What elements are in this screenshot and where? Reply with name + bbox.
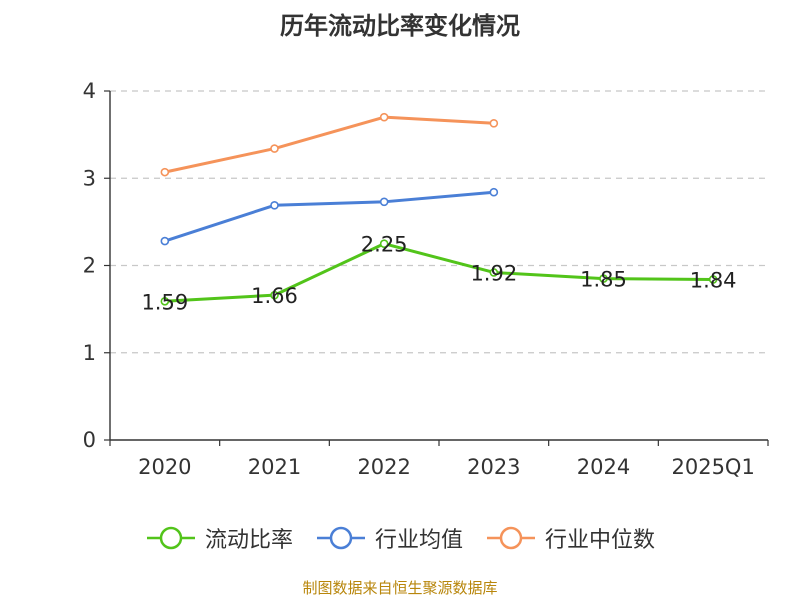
series-point-1: [379, 197, 389, 207]
series-point-0: [599, 274, 608, 283]
x-tick-label: 2025Q1: [671, 455, 754, 479]
x-tick-label: 2021: [248, 455, 301, 479]
legend: 流动比率 行业均值 行业中位数: [0, 518, 800, 558]
y-tick-label: 3: [83, 166, 96, 190]
gridlines: [110, 90, 768, 354]
series-point-2: [160, 167, 170, 177]
data-label: 2.25: [361, 233, 408, 257]
legend-item-1[interactable]: 行业均值: [315, 522, 463, 554]
series-point-0: [160, 296, 170, 306]
legend-item-0[interactable]: 流动比率: [145, 522, 293, 554]
y-tick-label: 2: [83, 254, 96, 278]
series-line-2: [163, 115, 496, 174]
legend-label: 行业均值: [374, 528, 463, 553]
data-label: 1.59: [141, 290, 188, 314]
legend-label: 行业中位数: [545, 528, 656, 553]
series-point-2: [270, 144, 279, 153]
series-lines: [160, 112, 718, 306]
x-tick-label: 2020: [138, 455, 191, 479]
series-point-0: [489, 268, 499, 277]
data-labels: 1.59 1.66 2.25 1.92 1.85 1.84: [141, 233, 736, 315]
series-point-0: [708, 275, 718, 284]
legend-marker-circle: [159, 526, 183, 550]
y-tick-label: 4: [83, 79, 96, 103]
series-line-0: [163, 242, 715, 303]
series-point-1: [160, 236, 170, 246]
x-tick-label: 2024: [577, 455, 630, 479]
chart-title: 历年流动比率变化情况: [280, 12, 520, 40]
series-line-1: [163, 190, 496, 243]
series-point-2: [489, 118, 499, 128]
data-label: 1.85: [580, 268, 627, 292]
source-note: 制图数据来自恒生聚源数据库: [302, 579, 498, 597]
series-point-0: [379, 239, 389, 248]
x-tick-label: 2022: [357, 455, 410, 479]
x-tick-label: 2023: [467, 455, 520, 479]
axes: 0 1 2 3 4 2020 2021 2022 2023 2024 2025Q1: [83, 79, 769, 479]
data-label: 1.84: [690, 268, 737, 292]
data-label: 1.92: [470, 261, 517, 285]
series-point-1: [489, 187, 499, 197]
y-tick-label: 1: [83, 341, 96, 365]
legend-marker-icon: [316, 526, 365, 550]
legend-marker-circle: [329, 526, 353, 550]
legend-marker-circle: [499, 526, 523, 550]
data-label: 1.66: [251, 284, 298, 308]
series-point-1: [270, 200, 279, 210]
legend-item-2[interactable]: 行业中位数: [485, 522, 655, 554]
series-point-0: [270, 290, 279, 300]
y-tick-label: 0: [83, 428, 96, 452]
series-point-2: [379, 112, 389, 122]
legend-marker-icon: [146, 526, 195, 550]
legend-marker-icon: [487, 526, 535, 550]
legend-label: 流动比率: [204, 528, 293, 553]
